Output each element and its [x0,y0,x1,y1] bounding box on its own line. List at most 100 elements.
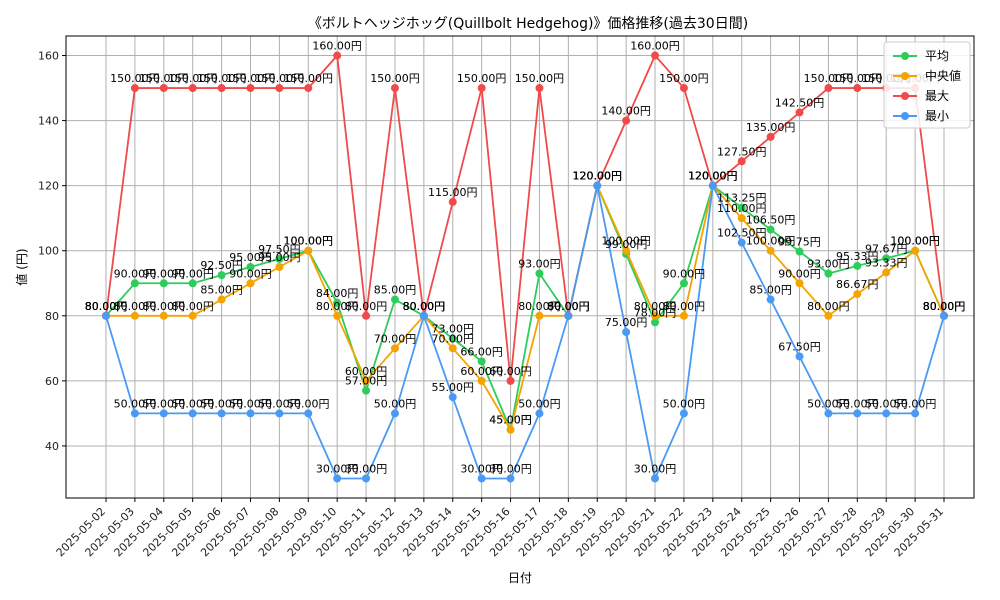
data-point [795,352,804,361]
data-label: 90.00円 [143,267,186,280]
data-point [246,84,255,93]
legend-marker [901,92,909,100]
data-label: 85.00円 [200,284,243,297]
legend-entry: 中央値 [925,68,961,83]
data-label: 50.00円 [374,397,417,410]
data-labels: 80.00円90.00円90.00円90.00円92.50円95.00円97.5… [85,40,966,476]
data-label: 50.00円 [518,397,561,410]
data-label: 120.00円 [688,170,738,183]
legend-marker [901,112,909,120]
y-axis-label: 値 (円) [14,248,29,285]
data-label: 100.00円 [890,235,940,248]
data-point [824,409,833,418]
data-label: 45.00円 [489,414,532,427]
data-point [448,197,457,206]
data-label: 93.00円 [807,258,850,271]
data-label: 30.00円 [489,462,532,475]
data-label: 150.00円 [197,72,247,85]
data-label: 120.00円 [572,170,622,183]
data-point [737,214,746,223]
data-point [304,84,313,93]
data-point [275,84,284,93]
data-point [333,298,342,307]
data-point [188,279,197,288]
data-label: 99.75円 [778,236,821,249]
x-axis: 2025-05-022025-05-032025-05-042025-05-05… [54,498,946,559]
data-label: 80.00円 [923,300,966,313]
data-point [159,279,168,288]
y-axis: 40 60 80 100 120 140 160 [38,50,66,453]
data-label: 80.00円 [923,300,966,313]
data-point [390,84,399,93]
data-point [102,311,110,320]
data-label: 50.00円 [114,397,157,410]
data-point [333,474,342,483]
data-point [188,84,197,93]
data-point [130,84,139,93]
data-point [217,271,226,280]
data-label: 150.00円 [804,72,854,85]
data-point [390,344,399,353]
legend-entry: 平均 [925,49,949,63]
data-point [622,246,631,255]
data-point [217,409,226,418]
data-point [477,357,486,366]
data-label: 30.00円 [345,462,388,475]
data-point [708,181,717,190]
data-label: 150.00円 [833,72,883,85]
data-point [535,84,544,93]
data-point [795,247,804,256]
data-label: 160.00円 [312,40,362,53]
data-point [477,474,486,483]
data-point [130,409,139,418]
data-point [766,132,775,141]
data-point [593,181,602,190]
data-label: 73.00円 [432,323,475,336]
data-label: 50.00円 [865,397,908,410]
legend-box [883,41,971,129]
series-line [105,182,945,482]
data-label: 135.00円 [746,121,796,134]
data-point [362,311,371,320]
data-label: 142.50円 [775,96,825,109]
data-label: 120.00円 [572,170,622,183]
data-label: 120.00円 [572,170,622,183]
data-label: 97.50円 [258,243,301,256]
y-tick-label: 80 [45,310,59,323]
data-label: 160.00円 [630,40,680,53]
data-label: 30.00円 [460,462,503,475]
data-label: 95.00円 [258,251,301,264]
data-point [737,238,746,247]
data-point [275,254,284,263]
data-point [390,295,399,304]
data-label: 45.00円 [489,414,532,427]
data-point [304,409,313,418]
data-label: 150.00円 [255,72,305,85]
data-label: 93.00円 [518,258,561,271]
data-point [535,311,544,320]
data-label: 80.00円 [547,300,590,313]
data-label: 50.00円 [171,397,214,410]
data-label: 60.00円 [345,365,388,378]
data-label: 120.00円 [688,170,738,183]
data-point [246,279,255,288]
data-point [188,409,197,418]
data-label: 80.00円 [85,300,128,313]
data-label: 66.00円 [460,345,503,358]
data-point [304,246,313,255]
data-point [506,474,515,483]
data-label: 75.00円 [605,316,648,329]
data-label: 80.00円 [143,300,186,313]
data-label: 85.00円 [749,284,792,297]
data-label: 60.00円 [489,365,532,378]
data-label: 50.00円 [200,397,243,410]
data-label: 99.00円 [605,238,648,251]
y-tick-label: 60 [45,375,59,388]
data-point [448,344,457,353]
data-label: 30.00円 [634,462,677,475]
data-point [853,261,862,270]
data-label: 80.00円 [663,300,706,313]
data-point [477,84,486,93]
